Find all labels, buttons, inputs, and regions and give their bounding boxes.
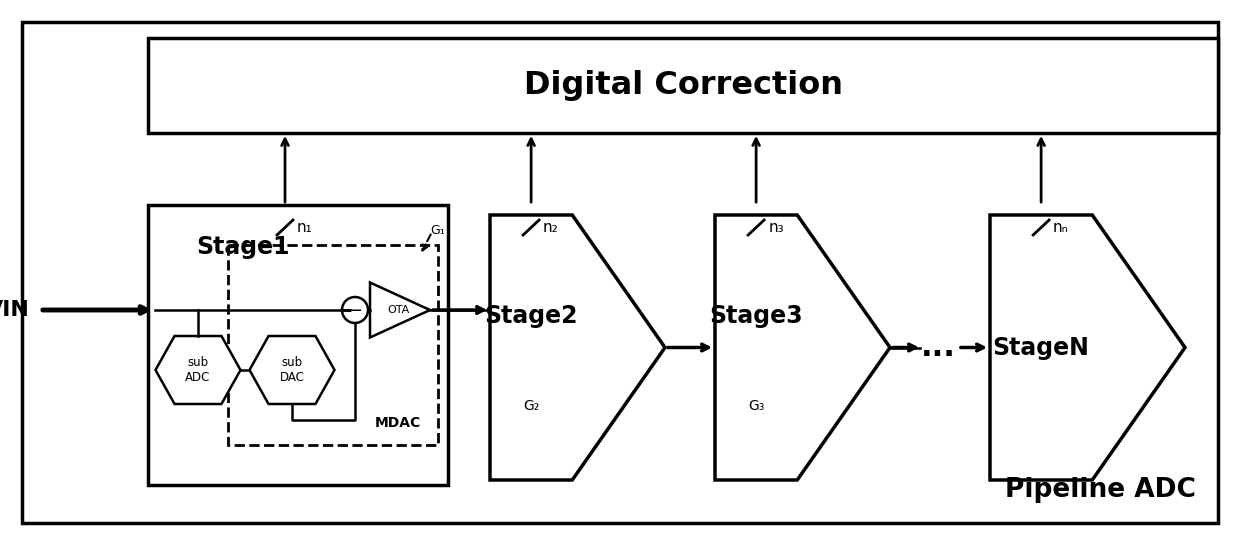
Polygon shape: [715, 215, 890, 480]
Text: Stage3: Stage3: [709, 304, 804, 328]
Text: sub
ADC: sub ADC: [185, 356, 211, 384]
Text: n₃: n₃: [768, 220, 784, 234]
Polygon shape: [490, 215, 665, 480]
Bar: [228, 245, 438, 445]
Text: OTA: OTA: [387, 305, 409, 315]
Text: ...: ...: [920, 334, 956, 362]
Text: n₁: n₁: [298, 220, 312, 234]
Polygon shape: [990, 215, 1185, 480]
Text: StageN: StageN: [993, 336, 1090, 360]
Circle shape: [342, 297, 368, 323]
Text: n₂: n₂: [543, 220, 559, 234]
Polygon shape: [155, 336, 241, 404]
Polygon shape: [370, 282, 430, 337]
Text: sub
DAC: sub DAC: [279, 356, 305, 384]
Text: Pipeline ADC: Pipeline ADC: [1004, 477, 1195, 503]
Bar: [148, 38, 1218, 133]
Text: Stage1: Stage1: [196, 235, 290, 259]
Text: Digital Correction: Digital Correction: [523, 70, 842, 101]
Bar: [148, 205, 448, 485]
Text: G₂: G₂: [523, 399, 539, 413]
Text: −: −: [347, 302, 362, 320]
Text: VIN: VIN: [0, 300, 30, 320]
Text: G₃: G₃: [748, 399, 764, 413]
Text: G₁: G₁: [430, 223, 445, 237]
Text: Stage2: Stage2: [485, 304, 578, 328]
Polygon shape: [249, 336, 335, 404]
Text: nₙ: nₙ: [1053, 220, 1069, 234]
Text: MDAC: MDAC: [374, 416, 422, 430]
